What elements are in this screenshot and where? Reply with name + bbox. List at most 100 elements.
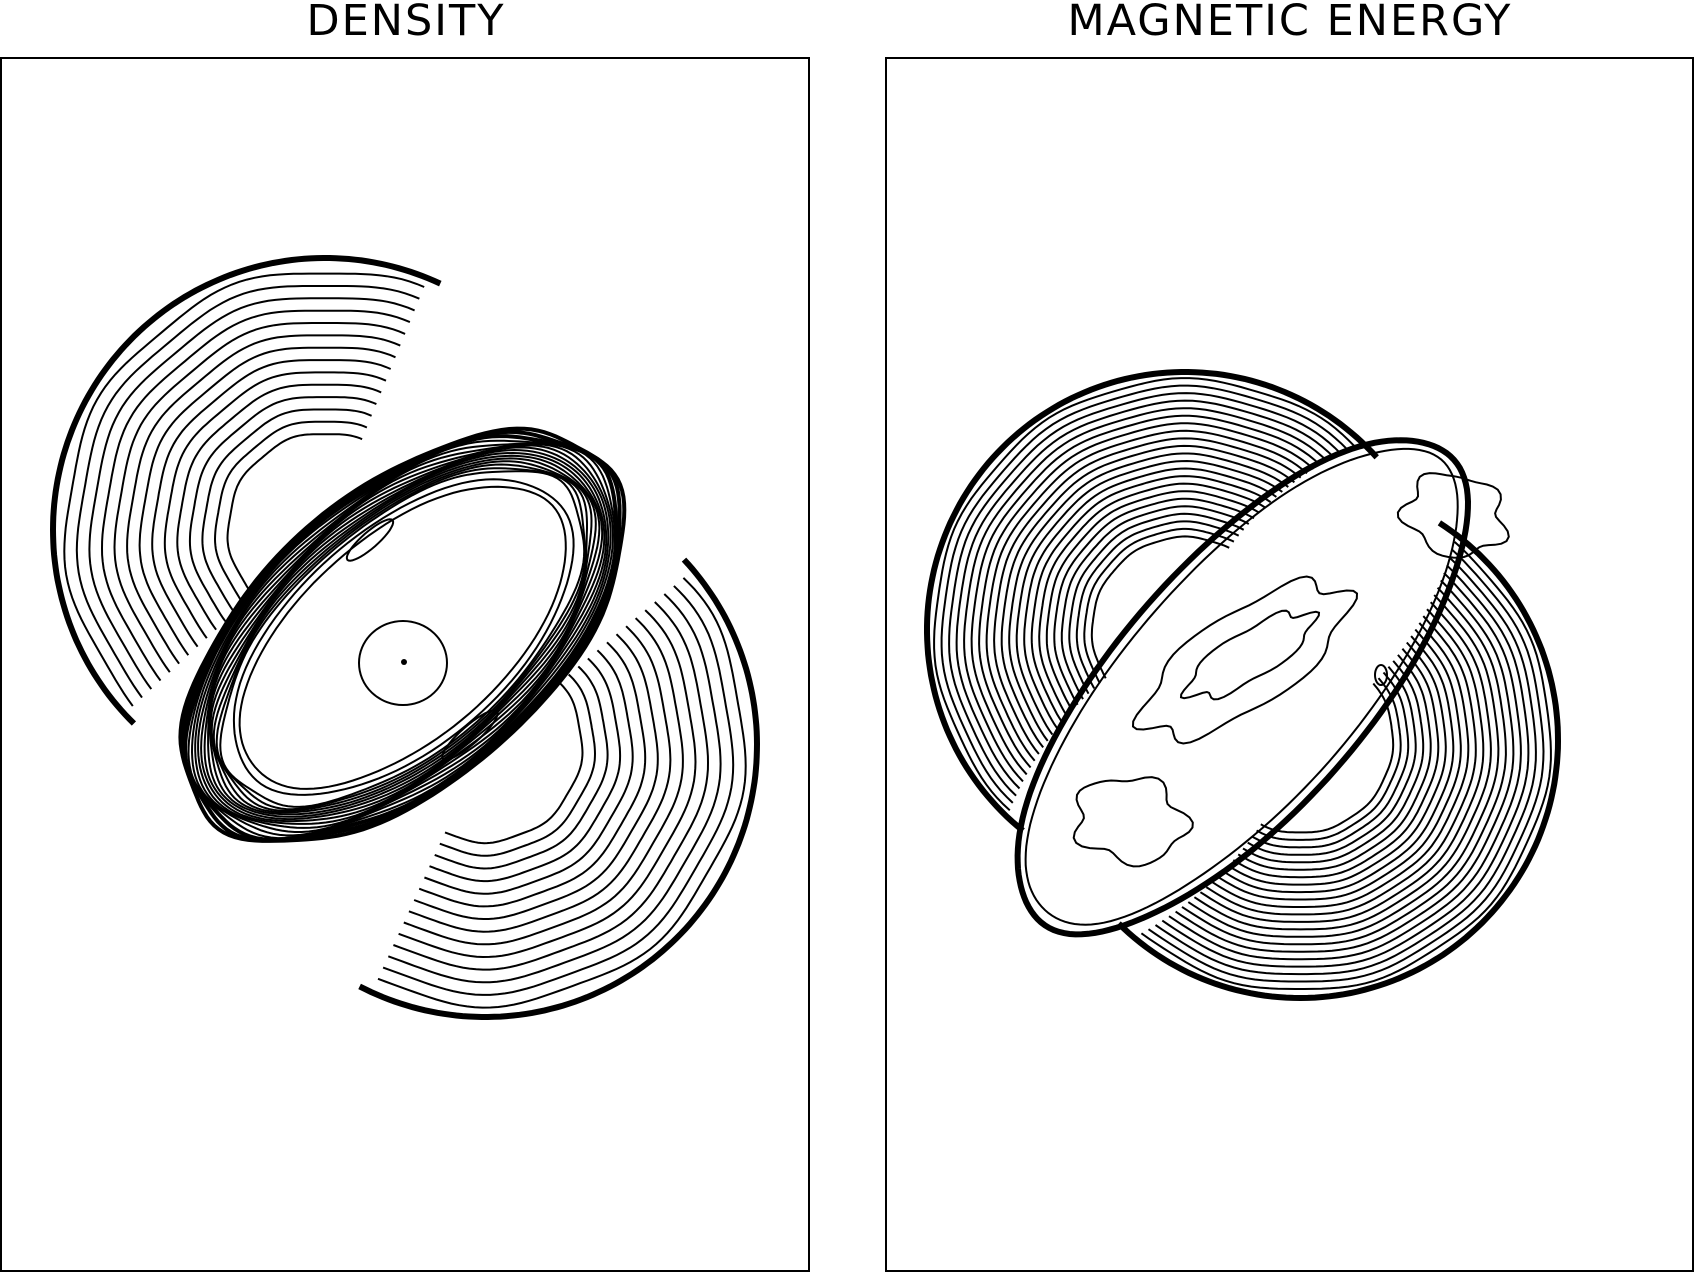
density-shell-contour bbox=[215, 467, 587, 811]
density-contour-line bbox=[377, 577, 747, 1009]
density-contour-line bbox=[382, 585, 735, 996]
magnetic-contour-line bbox=[1222, 635, 1455, 894]
magnetic-contour-line bbox=[955, 399, 1335, 790]
density-center-contour bbox=[358, 620, 448, 706]
density-shell-contour bbox=[219, 470, 586, 808]
magnetic-contour-line bbox=[963, 407, 1328, 783]
density-lower-right-lobe bbox=[358, 557, 761, 1020]
magnetic-contour-line bbox=[1140, 541, 1552, 990]
magnetic-contour-line bbox=[1053, 497, 1255, 706]
magnetic-contour-line bbox=[940, 384, 1349, 804]
magnetic-cavity-boundary bbox=[1014, 437, 1472, 938]
density-shell-contour bbox=[178, 426, 627, 843]
magnetic-contour-line bbox=[1068, 512, 1245, 695]
density-contour-line bbox=[151, 359, 392, 648]
magnetic-contour-line bbox=[1015, 459, 1283, 736]
density-outer-shock-contour bbox=[358, 557, 761, 1020]
density-contour-line bbox=[429, 657, 622, 883]
density-shell-contour bbox=[197, 444, 610, 829]
density-shell-contour bbox=[200, 446, 608, 825]
magnetic-contour-line bbox=[993, 437, 1302, 755]
magnetic-contour-line bbox=[985, 429, 1308, 762]
magnetic-contour-line bbox=[1030, 475, 1272, 723]
density-central-shell bbox=[178, 426, 627, 843]
magnetic-inner-contour bbox=[1131, 575, 1359, 745]
density-contour-line bbox=[63, 272, 425, 707]
density-contour-line bbox=[176, 383, 382, 631]
magnetic-contour-line bbox=[1023, 467, 1277, 729]
magnetic-energy-panel-title: MAGNETIC ENERGY bbox=[1067, 0, 1513, 46]
density-contour-line bbox=[201, 408, 372, 614]
density-outer-shock-contour bbox=[49, 255, 442, 726]
density-contour-line bbox=[424, 649, 634, 895]
density-panel-title: DENSITY bbox=[306, 0, 506, 46]
density-inner-oval-contour bbox=[232, 478, 575, 796]
magnetic-contour-line bbox=[1232, 648, 1440, 879]
magnetic-contour-line bbox=[1168, 572, 1522, 961]
density-shell-contour bbox=[212, 463, 588, 812]
magnetic-contour-line bbox=[1060, 505, 1250, 700]
density-contour-line bbox=[408, 625, 672, 933]
density-small-contour bbox=[441, 709, 499, 761]
density-shell-contour bbox=[187, 439, 616, 840]
density-center-point bbox=[401, 659, 407, 665]
magnetic-contour-line bbox=[1216, 628, 1462, 901]
magnetic-cavity-contour bbox=[1024, 447, 1459, 926]
magnetic-contour-line bbox=[1000, 444, 1296, 749]
magnetic-contour-line bbox=[1181, 587, 1507, 946]
magnetic-inner-contour bbox=[1396, 472, 1510, 559]
magnetic-contour-line bbox=[1260, 682, 1395, 834]
magnetic-contour-line bbox=[1227, 641, 1447, 886]
density-shell-contour bbox=[190, 442, 615, 837]
density-contour-line bbox=[226, 433, 363, 597]
magnetic-contour-line bbox=[970, 414, 1321, 776]
magnetic-contour-line bbox=[1008, 452, 1289, 742]
magnetic-contour-line bbox=[1090, 535, 1230, 679]
magnetic-energy-contour-plot bbox=[924, 369, 1562, 1002]
density-contour-line bbox=[398, 609, 697, 959]
density-contour-line bbox=[188, 396, 377, 622]
magnetic-contour-line bbox=[1154, 556, 1537, 976]
density-contour-line bbox=[213, 420, 368, 605]
magnetic-contour-line bbox=[1075, 520, 1240, 689]
magnetic-contour-line bbox=[1038, 482, 1266, 717]
magnetic-contour-line bbox=[1083, 527, 1235, 684]
density-contour-plot bbox=[49, 255, 761, 1020]
density-contour-line bbox=[75, 285, 420, 699]
magnetic-contour-line bbox=[1193, 601, 1492, 931]
magnetic-contour-line bbox=[1147, 549, 1545, 983]
density-contour-line bbox=[113, 322, 406, 673]
magnetic-contour-line bbox=[1237, 654, 1432, 871]
magnetic-contour-line bbox=[1251, 671, 1410, 849]
magnetic-contour-line bbox=[1211, 622, 1470, 908]
magnetic-small-contour bbox=[1374, 664, 1388, 686]
density-contour-line bbox=[393, 601, 710, 971]
magnetic-contour-line bbox=[1205, 615, 1477, 916]
magnetic-upper-left-lobe bbox=[924, 369, 1379, 834]
density-upper-left-lobe bbox=[49, 255, 442, 726]
density-contour-line bbox=[413, 633, 659, 920]
magnetic-contour-line bbox=[1256, 677, 1402, 841]
density-shell-contour bbox=[210, 460, 593, 814]
magnetic-inner-contour bbox=[1072, 776, 1194, 868]
magnetic-inner-contour bbox=[1179, 609, 1321, 701]
density-contour-line bbox=[100, 309, 411, 682]
magnetic-contour-line bbox=[933, 377, 1356, 812]
magnetic-contour-line bbox=[1247, 666, 1417, 856]
density-contour-line bbox=[387, 593, 722, 984]
density-contour-line bbox=[444, 681, 584, 845]
density-shell-contour bbox=[194, 443, 612, 833]
density-contour-line bbox=[138, 346, 396, 656]
density-contour-line bbox=[88, 297, 415, 690]
density-contour-line bbox=[163, 371, 387, 639]
magnetic-contour-line bbox=[1242, 660, 1425, 864]
density-contour-line bbox=[403, 617, 684, 946]
density-contour-line bbox=[418, 641, 647, 908]
magnetic-outer-shock-contour bbox=[924, 369, 1379, 834]
magnetic-contour-line bbox=[1187, 594, 1500, 938]
density-small-contour bbox=[345, 518, 395, 562]
density-contour-line bbox=[434, 665, 609, 870]
density-shell-contour bbox=[208, 454, 601, 818]
magnetic-outer-shock-contour bbox=[1116, 520, 1562, 1002]
